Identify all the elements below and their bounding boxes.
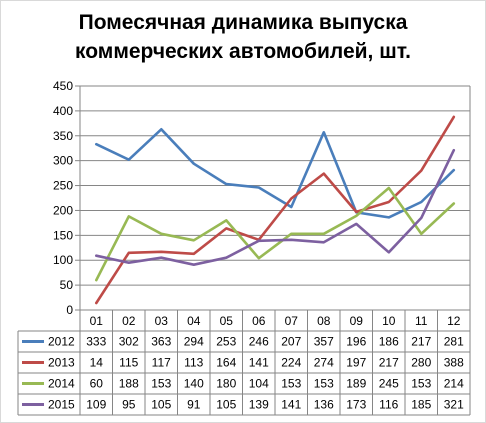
data-table-cell: 246 bbox=[249, 335, 269, 349]
data-table-cell: 245 bbox=[379, 377, 399, 391]
series-line-2015 bbox=[95, 148, 456, 267]
data-table-cell: 274 bbox=[314, 356, 334, 370]
data-table-cell: 189 bbox=[346, 377, 366, 391]
data-table-cell: 186 bbox=[379, 335, 399, 349]
data-table-cell: 153 bbox=[314, 377, 334, 391]
data-table-cell: 140 bbox=[184, 377, 204, 391]
y-tick-label: 400 bbox=[53, 104, 73, 118]
data-table-cell: 91 bbox=[187, 398, 201, 412]
data-table-cell: 388 bbox=[444, 356, 464, 370]
data-table-cell: 363 bbox=[151, 335, 171, 349]
y-tick-label: 350 bbox=[53, 129, 73, 143]
series-line-2014 bbox=[95, 186, 456, 282]
data-table-cell: 105 bbox=[216, 398, 236, 412]
data-table-cell: 109 bbox=[86, 398, 106, 412]
data-table-cell: 173 bbox=[346, 398, 366, 412]
y-tick-label: 50 bbox=[60, 278, 74, 292]
y-tick-label: 250 bbox=[53, 179, 73, 193]
data-table-cell: 281 bbox=[444, 335, 464, 349]
legend-label-2015: 2015 bbox=[48, 398, 75, 412]
data-table-cell: 217 bbox=[411, 335, 431, 349]
data-table-cell: 141 bbox=[249, 356, 269, 370]
x-tick-label: 05 bbox=[220, 314, 234, 328]
legend-label-2014: 2014 bbox=[48, 377, 75, 391]
legend-label-2012: 2012 bbox=[48, 335, 75, 349]
data-table-cell: 105 bbox=[151, 398, 171, 412]
data-table-cell: 357 bbox=[314, 335, 334, 349]
x-tick-label: 10 bbox=[382, 314, 396, 328]
data-table-cell: 141 bbox=[281, 398, 301, 412]
y-tick-label: 100 bbox=[53, 253, 73, 267]
y-tick-label: 150 bbox=[53, 228, 73, 242]
x-tick-label: 08 bbox=[317, 314, 331, 328]
x-tick-label: 09 bbox=[350, 314, 364, 328]
data-table-cell: 164 bbox=[216, 356, 236, 370]
data-table-cell: 253 bbox=[216, 335, 236, 349]
chart-title-line-2: коммерческих автомобилей, шт. bbox=[75, 40, 411, 63]
chart-title: Помесячная динамика выпуска коммерческих… bbox=[0, 8, 486, 66]
x-tick-label: 04 bbox=[187, 314, 201, 328]
x-tick-label: 03 bbox=[155, 314, 169, 328]
data-table-cell: 185 bbox=[411, 398, 431, 412]
data-table-cell: 333 bbox=[86, 335, 106, 349]
x-tick-label: 02 bbox=[122, 314, 136, 328]
x-tick-label: 07 bbox=[285, 314, 299, 328]
y-tick-label: 300 bbox=[53, 154, 73, 168]
data-table-cell: 207 bbox=[281, 335, 301, 349]
data-table-cell: 104 bbox=[249, 377, 269, 391]
data-table-cell: 95 bbox=[122, 398, 136, 412]
data-table-cell: 294 bbox=[184, 335, 204, 349]
y-tick-label: 0 bbox=[66, 303, 73, 317]
y-tick-label: 200 bbox=[53, 203, 73, 217]
data-table-cell: 214 bbox=[444, 377, 464, 391]
data-table-cell: 321 bbox=[444, 398, 464, 412]
x-tick-label: 06 bbox=[252, 314, 266, 328]
data-table-cell: 217 bbox=[379, 356, 399, 370]
data-table-cell: 188 bbox=[119, 377, 139, 391]
data-table-cell: 280 bbox=[411, 356, 431, 370]
data-table-cell: 197 bbox=[346, 356, 366, 370]
chart-title-line-1: Помесячная динамика выпуска bbox=[78, 11, 408, 34]
x-tick-label: 01 bbox=[90, 314, 104, 328]
data-table-cell: 153 bbox=[281, 377, 301, 391]
y-tick-label: 450 bbox=[53, 79, 73, 93]
data-table-cell: 113 bbox=[184, 356, 203, 370]
data-table-cell: 117 bbox=[152, 356, 171, 370]
data-table-cell: 196 bbox=[346, 335, 366, 349]
data-table-cell: 153 bbox=[411, 377, 431, 391]
data-table-cell: 180 bbox=[216, 377, 236, 391]
legend-label-2013: 2013 bbox=[48, 356, 75, 370]
data-table-cell: 302 bbox=[119, 335, 139, 349]
x-tick-label: 11 bbox=[415, 314, 428, 328]
x-tick-label: 12 bbox=[447, 314, 461, 328]
data-table-cell: 153 bbox=[151, 377, 171, 391]
data-table-cell: 60 bbox=[90, 377, 104, 391]
data-table-cell: 139 bbox=[249, 398, 269, 412]
data-table-cell: 224 bbox=[281, 356, 301, 370]
data-table-cell: 116 bbox=[379, 398, 398, 412]
data-table-cell: 14 bbox=[90, 356, 104, 370]
data-table-cell: 115 bbox=[119, 356, 138, 370]
data-table-cell: 136 bbox=[314, 398, 334, 412]
series-line-2012 bbox=[95, 128, 456, 219]
